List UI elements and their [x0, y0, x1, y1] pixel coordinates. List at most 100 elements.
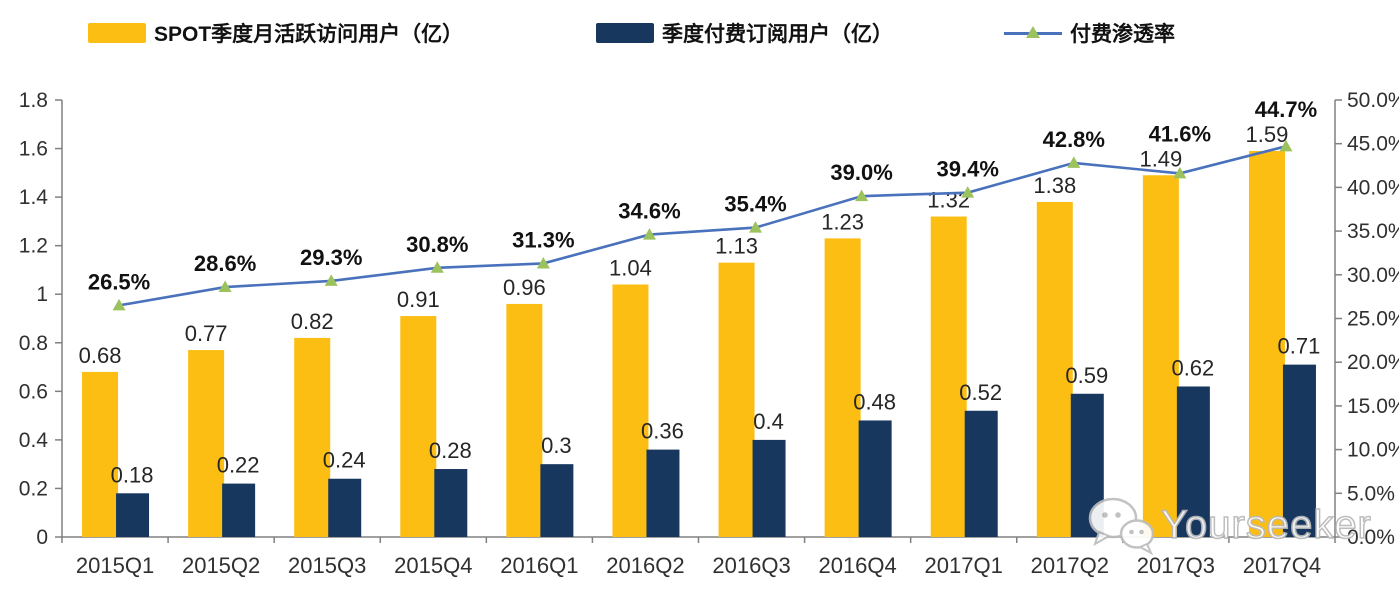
- x-tick-label: 2017Q2: [1031, 553, 1109, 578]
- subscribers-value-label: 0.3: [541, 433, 572, 458]
- mau-value-label: 1.38: [1033, 173, 1076, 198]
- penetration-percent-label: 29.3%: [300, 245, 362, 270]
- penetration-marker-icon: [1173, 166, 1187, 179]
- mau-bar: [824, 238, 861, 537]
- subscribers-bar: [1176, 386, 1210, 537]
- mau-value-label: 1.04: [609, 256, 652, 281]
- right-axis-tick-label: 45.0%: [1347, 133, 1399, 156]
- subscribers-value-label: 0.71: [1278, 334, 1321, 359]
- mau-value-label: 1.49: [1139, 146, 1182, 171]
- right-axis-tick-label: 35.0%: [1347, 220, 1399, 243]
- mau-value-label: 0.96: [503, 275, 546, 300]
- subscribers-legend-swatch: [596, 23, 654, 43]
- legend-item-subscribers: 季度付费订阅用户（亿）: [596, 18, 893, 48]
- subscribers-bar: [646, 449, 680, 537]
- subscribers-value-label: 0.24: [323, 448, 366, 473]
- penetration-percent-label: 39.0%: [830, 160, 892, 185]
- right-axis-tick-label: 40.0%: [1347, 176, 1399, 199]
- subscribers-value-label: 0.52: [959, 380, 1002, 405]
- left-axis-tick-label: 1.4: [19, 186, 49, 209]
- mau-value-label: 0.82: [291, 309, 334, 334]
- subscribers-value-label: 0.36: [641, 419, 684, 444]
- subscribers-value-label: 0.4: [753, 409, 784, 434]
- subscribers-value-label: 0.62: [1171, 355, 1214, 380]
- left-axis-tick-label: 0.8: [19, 332, 48, 355]
- penetration-percent-label: 26.5%: [88, 269, 150, 294]
- penetration-marker-icon: [112, 298, 126, 311]
- mau-bar: [188, 350, 225, 537]
- subscribers-bar: [434, 469, 468, 537]
- left-axis-tick-label: 1.8: [19, 89, 48, 112]
- x-tick-label: 2015Q3: [288, 553, 366, 578]
- penetration-marker-icon: [1067, 156, 1081, 168]
- mau-bar: [1248, 150, 1285, 537]
- penetration-percent-label: 28.6%: [194, 251, 256, 276]
- right-axis-tick-label: 0.0%: [1347, 526, 1395, 549]
- penetration-legend-marker-icon: [1004, 23, 1062, 43]
- right-axis-tick-label: 20.0%: [1347, 351, 1399, 374]
- right-axis-tick-label: 30.0%: [1347, 264, 1399, 287]
- mau-bar: [612, 284, 649, 537]
- penetration-percent-label: 31.3%: [512, 227, 574, 252]
- left-axis-tick-label: 0: [36, 526, 48, 549]
- mau-value-label: 1.32: [927, 188, 970, 213]
- subscribers-value-label: 0.22: [217, 453, 260, 478]
- legend-item-penetration: 付费渗透率: [1004, 18, 1175, 48]
- mau-value-label: 1.23: [821, 209, 864, 234]
- penetration-marker-icon: [855, 189, 869, 202]
- mau-bar: [1142, 175, 1179, 537]
- left-axis-tick-label: 1: [36, 283, 48, 306]
- penetration-line: [118, 145, 1287, 307]
- subscribers-bar: [1070, 393, 1104, 537]
- x-tick-label: 2016Q2: [606, 553, 684, 578]
- mau-value-label: 1.59: [1246, 122, 1289, 147]
- penetration-percent-label: 42.8%: [1043, 127, 1105, 152]
- mau-value-label: 1.13: [715, 234, 758, 259]
- x-tick-label: 2015Q1: [76, 553, 154, 578]
- mau-bar: [930, 216, 967, 538]
- x-tick-label: 2017Q3: [1137, 553, 1215, 578]
- subscribers-value-label: 0.18: [111, 462, 154, 487]
- x-tick-label: 2016Q4: [818, 553, 896, 578]
- x-tick-label: 2015Q2: [182, 553, 260, 578]
- penetration-percent-label: 39.4%: [937, 157, 999, 182]
- right-axis-tick-label: 5.0%: [1347, 482, 1395, 505]
- x-tick-label: 2016Q1: [500, 553, 578, 578]
- penetration-marker-icon: [218, 280, 232, 293]
- mau-legend-swatch: [88, 23, 146, 43]
- mau-value-label: 0.91: [397, 287, 440, 312]
- mau-bar: [400, 316, 437, 537]
- left-axis-tick-label: 1.6: [19, 138, 48, 161]
- subscribers-bar: [116, 493, 150, 537]
- penetration-marker-icon: [642, 228, 656, 240]
- left-axis-tick-label: 1.2: [19, 235, 48, 258]
- right-axis-tick-label: 15.0%: [1347, 395, 1399, 418]
- penetration-marker-icon: [536, 256, 550, 269]
- penetration-percent-label: 35.4%: [724, 192, 786, 217]
- mau-bar: [294, 337, 331, 537]
- left-axis-tick-label: 0.2: [19, 477, 48, 500]
- mau-value-label: 0.77: [185, 321, 228, 346]
- left-axis-tick-label: 0.4: [19, 429, 49, 452]
- subscribers-value-label: 0.59: [1065, 363, 1108, 388]
- mau-value-label: 0.68: [79, 343, 122, 368]
- mau-bar: [718, 262, 755, 537]
- x-tick-label: 2017Q4: [1243, 553, 1321, 578]
- subscribers-bar: [222, 483, 256, 537]
- right-axis-tick-label: 25.0%: [1347, 308, 1399, 331]
- penetration-marker-icon: [324, 274, 338, 286]
- subscribers-bar: [328, 478, 362, 537]
- mau-bar: [506, 303, 543, 537]
- mau-bar: [82, 371, 119, 537]
- subscribers-bar: [540, 464, 574, 537]
- penetration-percent-label: 44.7%: [1255, 97, 1317, 122]
- subscribers-legend-label: 季度付费订阅用户（亿）: [662, 23, 893, 46]
- penetration-legend-label: 付费渗透率: [1070, 23, 1175, 46]
- subscribers-value-label: 0.48: [853, 389, 896, 414]
- subscribers-bar: [752, 439, 786, 537]
- right-axis-tick-label: 50.0%: [1347, 89, 1399, 112]
- right-axis-tick-label: 10.0%: [1347, 439, 1399, 462]
- penetration-marker-icon: [961, 186, 975, 198]
- x-tick-label: 2016Q3: [712, 553, 790, 578]
